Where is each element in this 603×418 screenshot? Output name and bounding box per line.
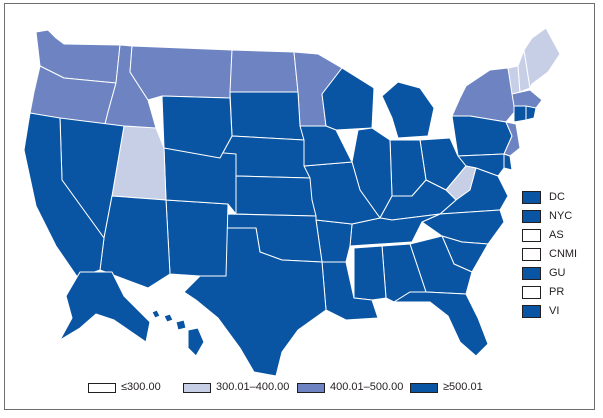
state-ny [451, 67, 517, 123]
state-de [503, 153, 513, 171]
great-lakes-outline [373, 87, 388, 133]
state-sd [229, 91, 305, 141]
state-ia [299, 125, 353, 167]
legend-swatch-3 [297, 383, 325, 393]
state-mt [129, 45, 233, 101]
territory-box-dc [522, 191, 541, 204]
state-ms [353, 245, 387, 301]
legend-swatch-2 [183, 383, 211, 393]
territory-label-dc: DC [549, 191, 565, 203]
state-la [321, 261, 379, 321]
territory-box-nyc [522, 210, 541, 223]
legend-swatch-4 [410, 383, 438, 393]
legend-label-4: ≥500.01 [443, 381, 483, 393]
state-ak [59, 271, 151, 343]
territory-label-vi: VI [549, 305, 560, 317]
territory-label-nyc: NYC [549, 210, 573, 222]
state-ks [235, 175, 317, 217]
state-mi [381, 81, 435, 139]
territory-box-cnmi [522, 248, 541, 261]
territory-label-gu: GU [549, 267, 566, 279]
state-tn [349, 213, 441, 247]
territory-label-pr: PR [549, 286, 565, 298]
state-me [523, 27, 561, 89]
state-ri [525, 105, 537, 121]
territory-box-pr [522, 286, 541, 299]
state-fl [393, 291, 489, 357]
state-hi [151, 309, 205, 357]
state-pa [451, 115, 513, 157]
state-nd [229, 49, 299, 93]
state-ma [511, 89, 543, 109]
legend-label-3: 400.01–500.00 [330, 381, 404, 393]
territory-box-gu [522, 267, 541, 280]
state-nm [165, 199, 229, 277]
territory-box-vi [522, 305, 541, 318]
territory-label-cnmi: CNMI [549, 248, 578, 260]
legend-label-2: 300.01–400.00 [216, 381, 290, 393]
territory-box-as [522, 229, 541, 242]
legend-swatch-1 [88, 383, 116, 393]
state-wy [161, 95, 233, 159]
legend-label-1: ≤300.00 [121, 381, 161, 393]
state-ct [513, 105, 527, 123]
state-tx [183, 227, 327, 377]
territory-label-as: AS [549, 229, 564, 241]
